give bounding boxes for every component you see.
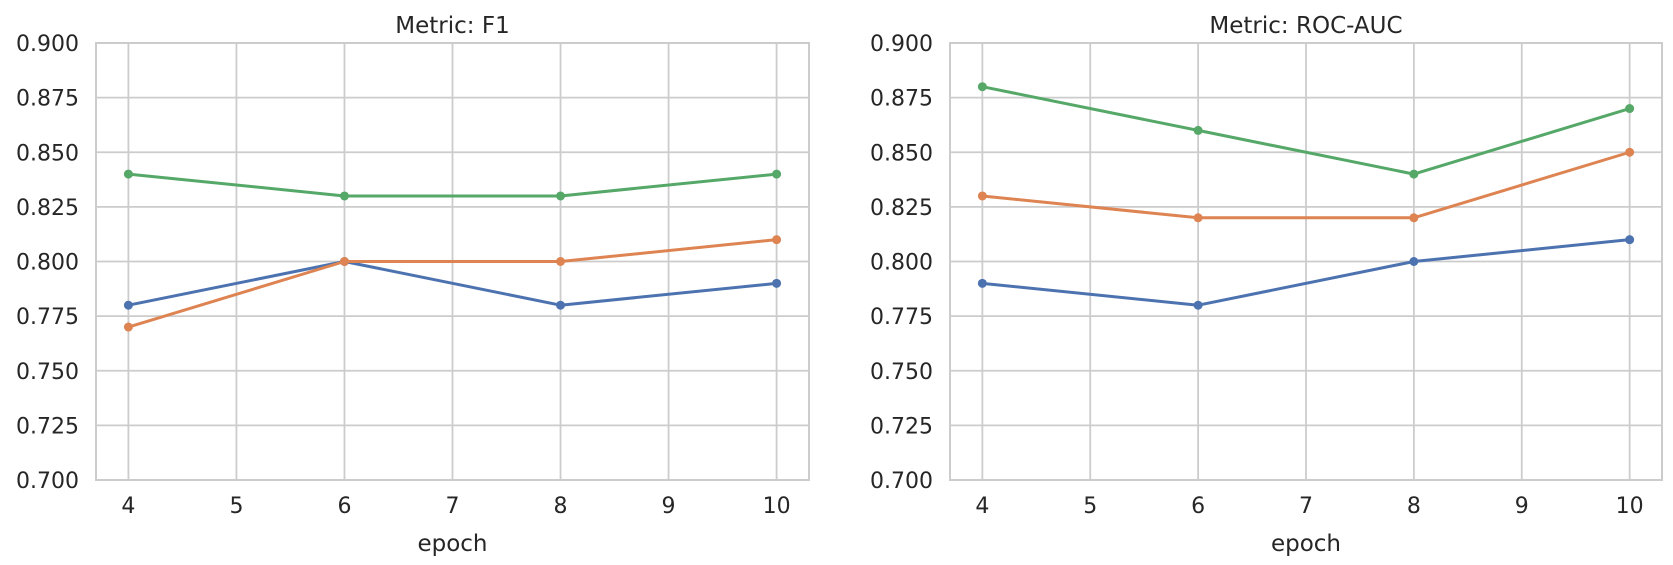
y-tick-label: 0.825 — [870, 196, 933, 221]
series-blue-marker — [1409, 257, 1419, 266]
x-tick-label: 9 — [662, 494, 676, 519]
series-green-marker — [123, 169, 133, 179]
y-tick-label: 0.775 — [16, 305, 79, 330]
series-blue-line — [126, 260, 779, 307]
series-orange-marker — [339, 257, 349, 266]
y-tick-label: 0.900 — [16, 32, 79, 57]
series-green-marker — [556, 191, 566, 201]
series-blue-line — [980, 238, 1632, 307]
y-tick-label: 0.700 — [16, 469, 79, 494]
x-tick-label: 4 — [121, 494, 135, 519]
x-tick-label: 10 — [1616, 494, 1644, 519]
x-tick-label: 7 — [1299, 494, 1313, 519]
series-orange-marker — [123, 322, 133, 332]
y-tick-label: 0.700 — [870, 469, 933, 494]
y-tick-label: 0.750 — [870, 360, 933, 385]
y-tick-label: 0.775 — [870, 305, 933, 330]
x-tick-label: 7 — [446, 494, 460, 519]
y-tick-label: 0.900 — [870, 32, 933, 57]
series-orange-marker — [556, 257, 566, 266]
chart-title: Metric: F1 — [395, 13, 509, 39]
y-tick-label: 0.850 — [870, 141, 933, 166]
series-orange-marker — [772, 235, 782, 245]
series-blue-marker — [1625, 235, 1635, 245]
y-tick-label: 0.750 — [16, 360, 79, 385]
x-tick-label: 4 — [975, 494, 989, 519]
x-tick-label: 10 — [763, 494, 791, 519]
series-blue-marker — [123, 300, 133, 310]
series-orange-marker — [1193, 213, 1203, 223]
axes-frame — [95, 42, 810, 481]
y-tick-label: 0.875 — [870, 87, 933, 112]
y-tick-label: 0.800 — [870, 251, 933, 276]
series-green-marker — [1409, 169, 1419, 179]
x-tick-label: 6 — [337, 494, 351, 519]
y-tick-label: 0.850 — [16, 141, 79, 166]
y-tick-label: 0.725 — [870, 414, 933, 439]
x-tick-label: 8 — [554, 494, 568, 519]
series-orange-line — [126, 238, 779, 329]
chart-roc-auc: 0.700 0.725 0.750 0.775 0.800 0.825 0.850 0.875… — [870, 13, 1663, 557]
series-orange-line — [980, 150, 1632, 220]
series-green-line — [126, 172, 779, 198]
x-tick-label: 5 — [1083, 494, 1097, 519]
series-blue-marker — [1193, 300, 1203, 310]
series-blue-marker — [556, 300, 566, 310]
series-orange-marker — [1625, 147, 1635, 157]
y-tick-label: 0.800 — [16, 251, 79, 276]
y-tick-label: 0.725 — [16, 414, 79, 439]
y-tick-label: 0.825 — [16, 196, 79, 221]
series-green-marker — [1625, 104, 1635, 114]
series-green-marker — [1193, 125, 1203, 135]
series-orange-marker — [977, 191, 987, 201]
x-tick-label: 5 — [229, 494, 243, 519]
x-axis-label: epoch — [417, 531, 487, 557]
x-tick-label: 6 — [1191, 494, 1205, 519]
y-tick-label: 0.875 — [16, 87, 79, 112]
series-orange-marker — [1409, 213, 1419, 223]
x-tick-label: 9 — [1515, 494, 1529, 519]
x-tick-label: 8 — [1407, 494, 1421, 519]
series-green-marker — [772, 169, 782, 179]
series-green-line — [980, 85, 1632, 176]
series-green-marker — [977, 82, 987, 92]
chart-f1: 0.700 0.725 0.750 0.775 0.800 0.825 0.850 0.875… — [16, 13, 810, 557]
series-blue-marker — [977, 278, 987, 288]
x-axis-label: epoch — [1271, 531, 1341, 557]
axes-frame — [949, 42, 1663, 481]
series-green-marker — [339, 191, 349, 201]
series-blue-marker — [772, 278, 782, 288]
chart-title: Metric: ROC-AUC — [1209, 13, 1402, 39]
